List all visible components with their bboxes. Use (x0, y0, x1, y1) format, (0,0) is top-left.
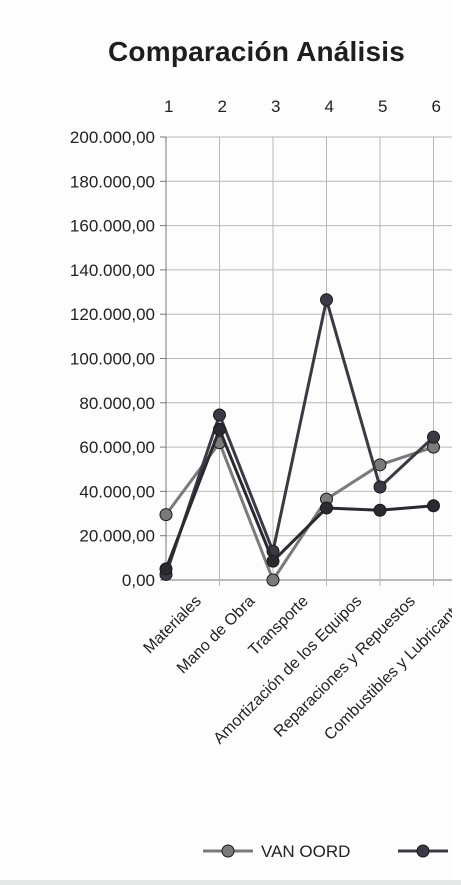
y-tick-label: 40.000,00 (79, 482, 155, 501)
top-tick-label: 2 (217, 97, 226, 116)
y-tick-label: 180.000,00 (70, 172, 155, 191)
legend-swatch-marker (416, 844, 430, 858)
series-line (164, 427, 434, 570)
y-tick-label: 140.000,00 (70, 261, 155, 280)
data-point (213, 422, 226, 436)
top-tick-label: 1 (164, 97, 173, 116)
data-point (159, 562, 173, 576)
y-tick-label: 160.000,00 (70, 217, 155, 236)
series-line (164, 298, 435, 575)
data-point (320, 293, 333, 307)
data-point (159, 508, 173, 522)
top-tick-label: 3 (271, 97, 280, 116)
data-point (266, 554, 280, 568)
data-point (373, 503, 387, 517)
data-point (213, 408, 226, 422)
page-edge-bottom (0, 880, 461, 885)
y-tick-label: 100.000,00 (70, 350, 155, 369)
legend-swatch-marker (221, 844, 235, 858)
data-point (427, 430, 440, 444)
y-tick-label: 60.000,00 (79, 438, 155, 457)
legend-label: VAN OORD (261, 842, 350, 861)
y-tick-label: 200.000,00 (70, 128, 155, 147)
y-tick-label: 20.000,00 (79, 527, 155, 546)
y-tick-label: 0,00 (122, 571, 155, 590)
data-point (373, 480, 387, 494)
top-tick-label: 5 (378, 97, 387, 116)
chart-title: Comparación Análisis (108, 36, 406, 67)
data-point (320, 501, 333, 515)
top-tick-label: 6 (431, 97, 440, 116)
top-tick-label: 4 (324, 97, 333, 116)
data-point (266, 573, 280, 587)
y-tick-label: 120.000,00 (70, 305, 155, 324)
data-point (427, 499, 440, 513)
page-edge (452, 0, 461, 885)
y-tick-label: 80.000,00 (79, 394, 155, 413)
